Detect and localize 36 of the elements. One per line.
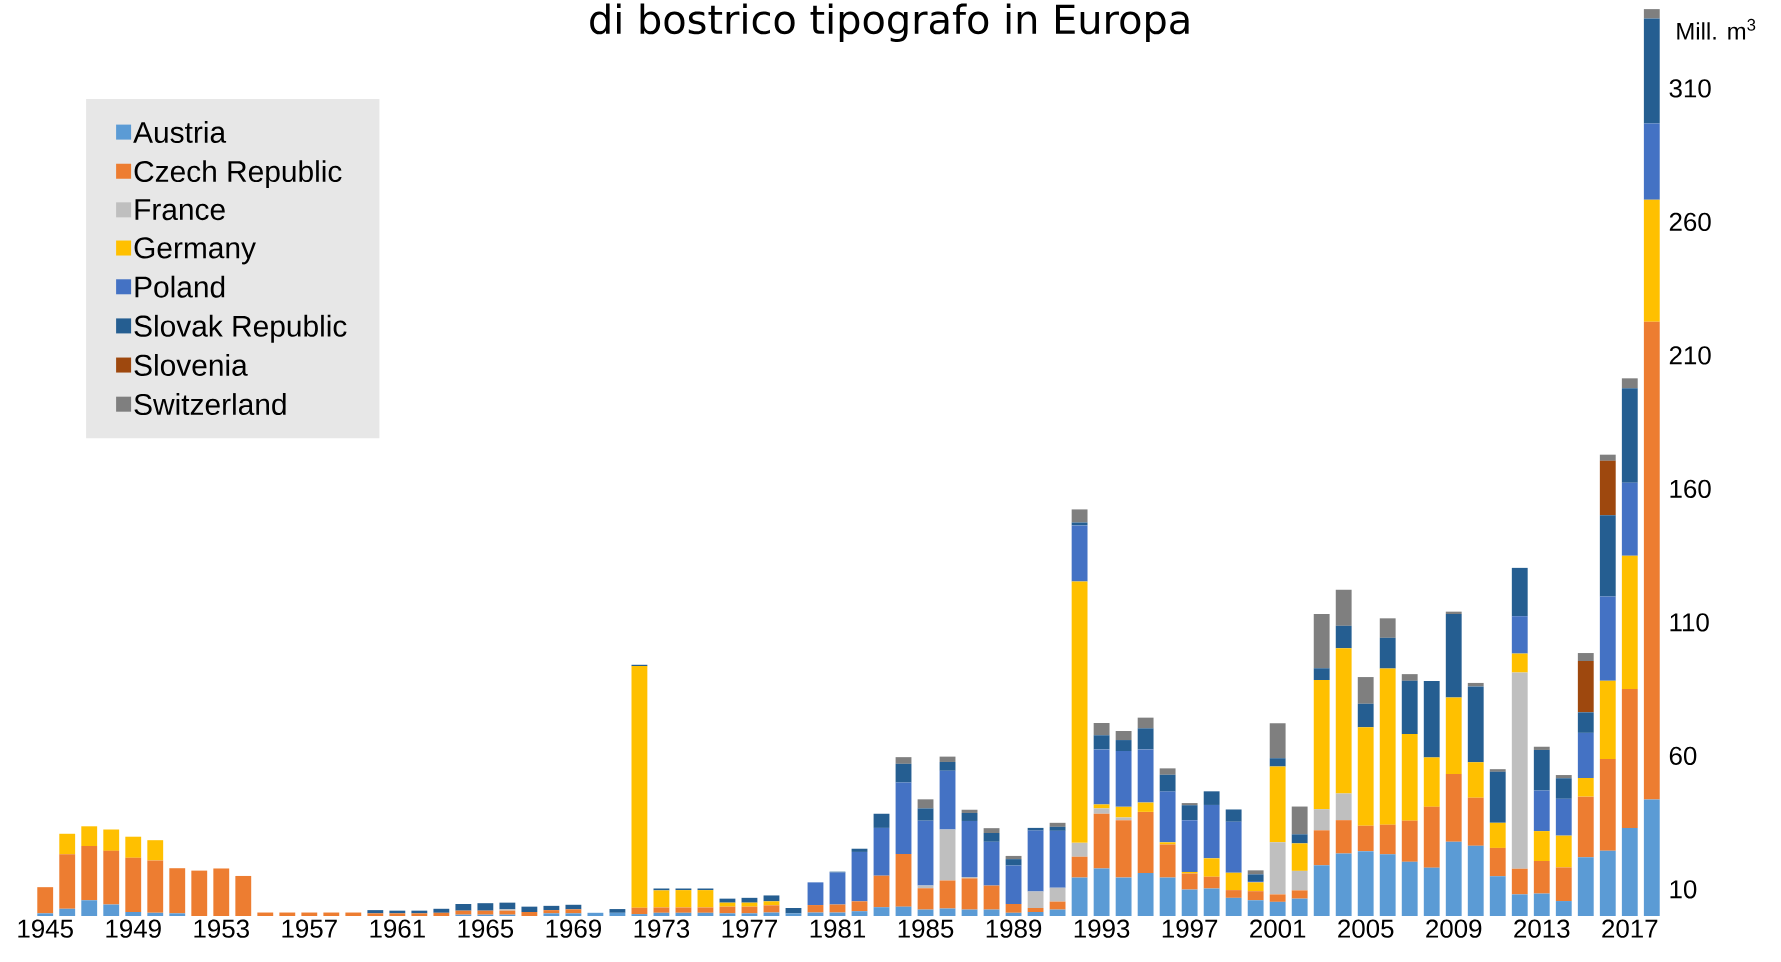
y-tick-label: 10 <box>1670 880 1697 899</box>
x-tick-label: 1973 <box>634 919 690 938</box>
x-tick-label: 2017 <box>1602 919 1658 938</box>
x-tick-label: 1985 <box>898 919 954 938</box>
x-tick-label: 1953 <box>194 919 249 938</box>
legend-label: Slovenia <box>134 353 248 376</box>
x-tick-label: 1997 <box>1162 919 1218 938</box>
y-tick-label: 110 <box>1670 613 1709 632</box>
y-tick-label: 60 <box>1669 746 1697 765</box>
x-tick-label: 1981 <box>810 919 866 938</box>
legend-label: Slovak Republic <box>134 314 347 343</box>
chart-title: di bostrico tipografo in Europa <box>590 3 1189 43</box>
x-tick-label: 1965 <box>458 919 514 938</box>
y-tick-label: 310 <box>1669 79 1711 98</box>
y-tick-label: 260 <box>1669 212 1711 232</box>
x-tick-label: 1961 <box>370 919 425 938</box>
legend-label: Poland <box>135 275 225 298</box>
x-tick-label: 1969 <box>546 919 601 938</box>
x-tick-label: 1989 <box>986 919 1042 938</box>
legend-label: Czech Republic <box>134 160 342 189</box>
legend-label: Austria <box>133 121 227 143</box>
y-tick-label: 160 <box>1670 479 1711 499</box>
x-tick-label: 1957 <box>282 919 337 938</box>
x-tick-label: 2013 <box>1514 919 1570 938</box>
x-tick-label: 1949 <box>106 919 161 938</box>
x-tick-label: 1993 <box>1074 919 1130 938</box>
x-tick-label: 1945 <box>18 919 73 938</box>
legend-label: Switzerland <box>134 393 286 416</box>
x-tick-label: 1977 <box>722 919 777 938</box>
y-tick-label: 210 <box>1669 346 1711 365</box>
legend-label: Germany <box>134 237 256 265</box>
y-axis-title: Mill. m$^{3}$ <box>1677 18 1756 40</box>
legend-label: France <box>135 199 225 221</box>
x-tick-label: 2005 <box>1338 919 1394 938</box>
x-tick-label: 2009 <box>1426 919 1482 938</box>
x-tick-label: 2001 <box>1250 919 1306 938</box>
